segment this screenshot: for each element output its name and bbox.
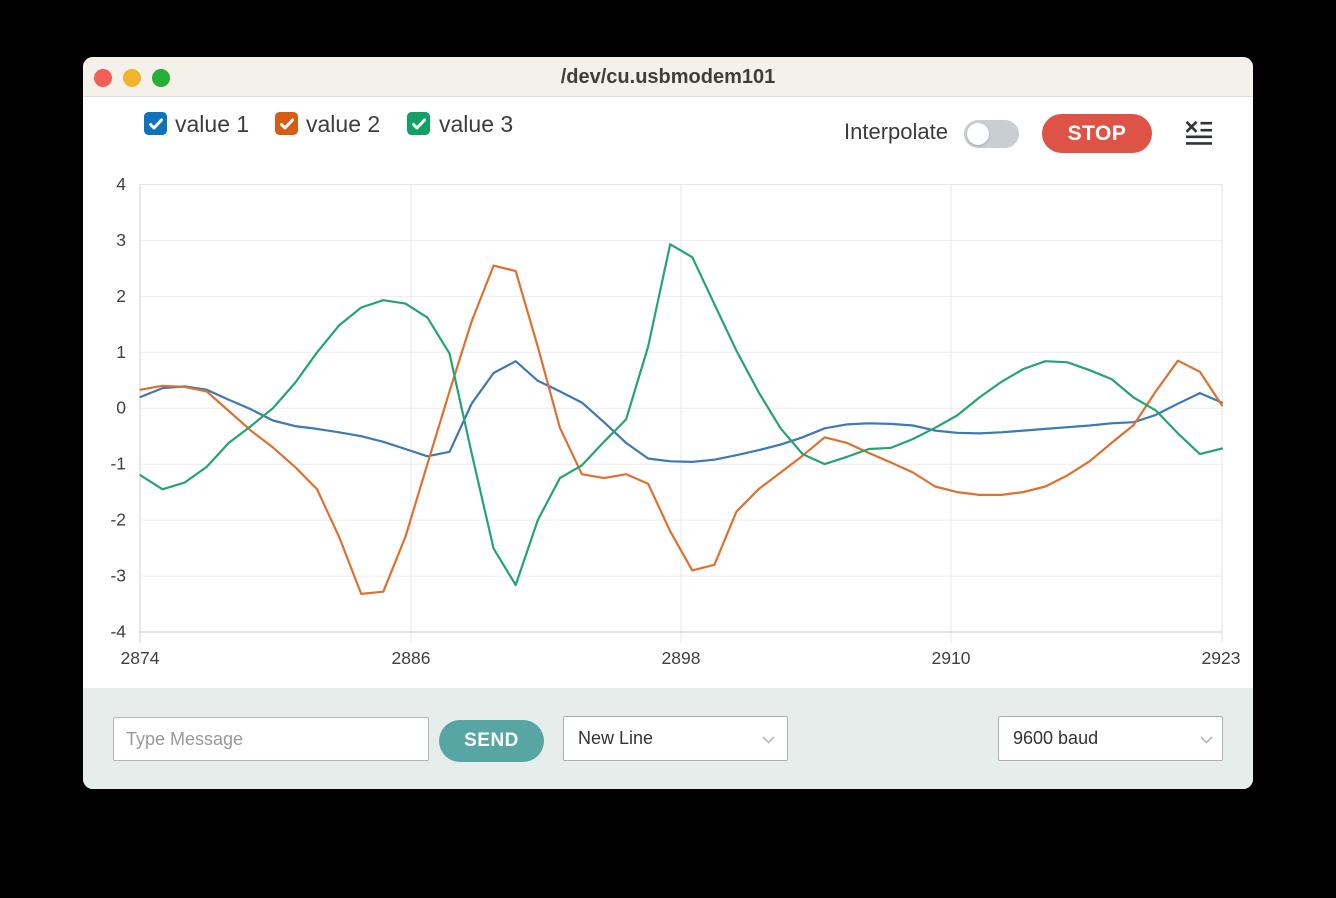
svg-text:-2: -2 (110, 510, 126, 530)
svg-text:2898: 2898 (662, 648, 701, 668)
svg-text:-3: -3 (110, 566, 126, 586)
svg-text:4: 4 (116, 174, 126, 194)
svg-text:2: 2 (116, 286, 126, 306)
svg-text:1: 1 (116, 342, 126, 362)
svg-text:2910: 2910 (932, 648, 971, 668)
svg-text:2886: 2886 (392, 648, 431, 668)
svg-text:2923: 2923 (1202, 648, 1241, 668)
svg-text:-1: -1 (110, 454, 126, 474)
svg-text:0: 0 (116, 398, 126, 418)
svg-text:3: 3 (116, 230, 126, 250)
svg-text:2874: 2874 (121, 648, 160, 668)
svg-text:-4: -4 (110, 622, 126, 642)
